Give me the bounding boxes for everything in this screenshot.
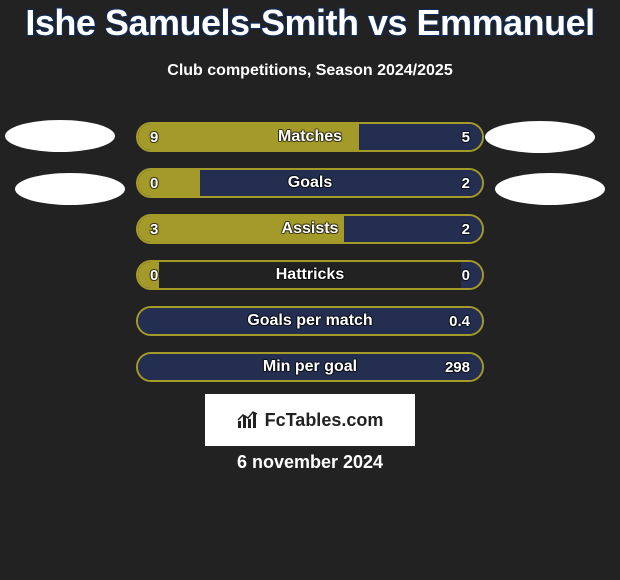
stat-row: Assists3 2: [136, 214, 484, 244]
brand-text: FcTables.com: [265, 410, 384, 431]
page-title: Ishe Samuels-Smith vs Emmanuel: [0, 2, 620, 44]
avatar: [495, 173, 605, 205]
stat-label: Goals per match: [138, 308, 482, 334]
stat-row: Hattricks0 0: [136, 260, 484, 290]
stat-value-right: 298: [433, 354, 482, 380]
stat-label: Hattricks: [138, 262, 482, 288]
stat-value-left: 9: [138, 124, 170, 150]
stat-value-right: 2: [450, 170, 482, 196]
subtitle: Club competitions, Season 2024/2025: [0, 62, 620, 80]
comparison-infographic: Ishe Samuels-Smith vs Emmanuel Club comp…: [0, 0, 620, 580]
stat-value-right: 0: [450, 262, 482, 288]
chart-icon: [237, 411, 259, 429]
brand-badge: FcTables.com: [205, 394, 415, 446]
stat-row: Matches9 5: [136, 122, 484, 152]
stat-row: Min per goal298: [136, 352, 484, 382]
avatar: [5, 120, 115, 152]
avatar: [485, 121, 595, 153]
stat-value-right: 2: [450, 216, 482, 242]
stat-label: Goals: [138, 170, 482, 196]
stat-label: Matches: [138, 124, 482, 150]
stat-row: Goals per match0.4: [136, 306, 484, 336]
date-footer: 6 november 2024: [0, 452, 620, 473]
stat-bars: Matches95Goals02Assists32Hattricks00Goal…: [136, 122, 484, 398]
avatar: [15, 173, 125, 205]
stat-value-left: 3: [138, 216, 170, 242]
stat-row: Goals0 2: [136, 168, 484, 198]
stat-value-left: 0: [138, 262, 170, 288]
stat-value-left: 0: [138, 170, 170, 196]
stat-value-right: 5: [450, 124, 482, 150]
stat-label: Assists: [138, 216, 482, 242]
stat-value-right: 0.4: [437, 308, 482, 334]
stat-label: Min per goal: [138, 354, 482, 380]
